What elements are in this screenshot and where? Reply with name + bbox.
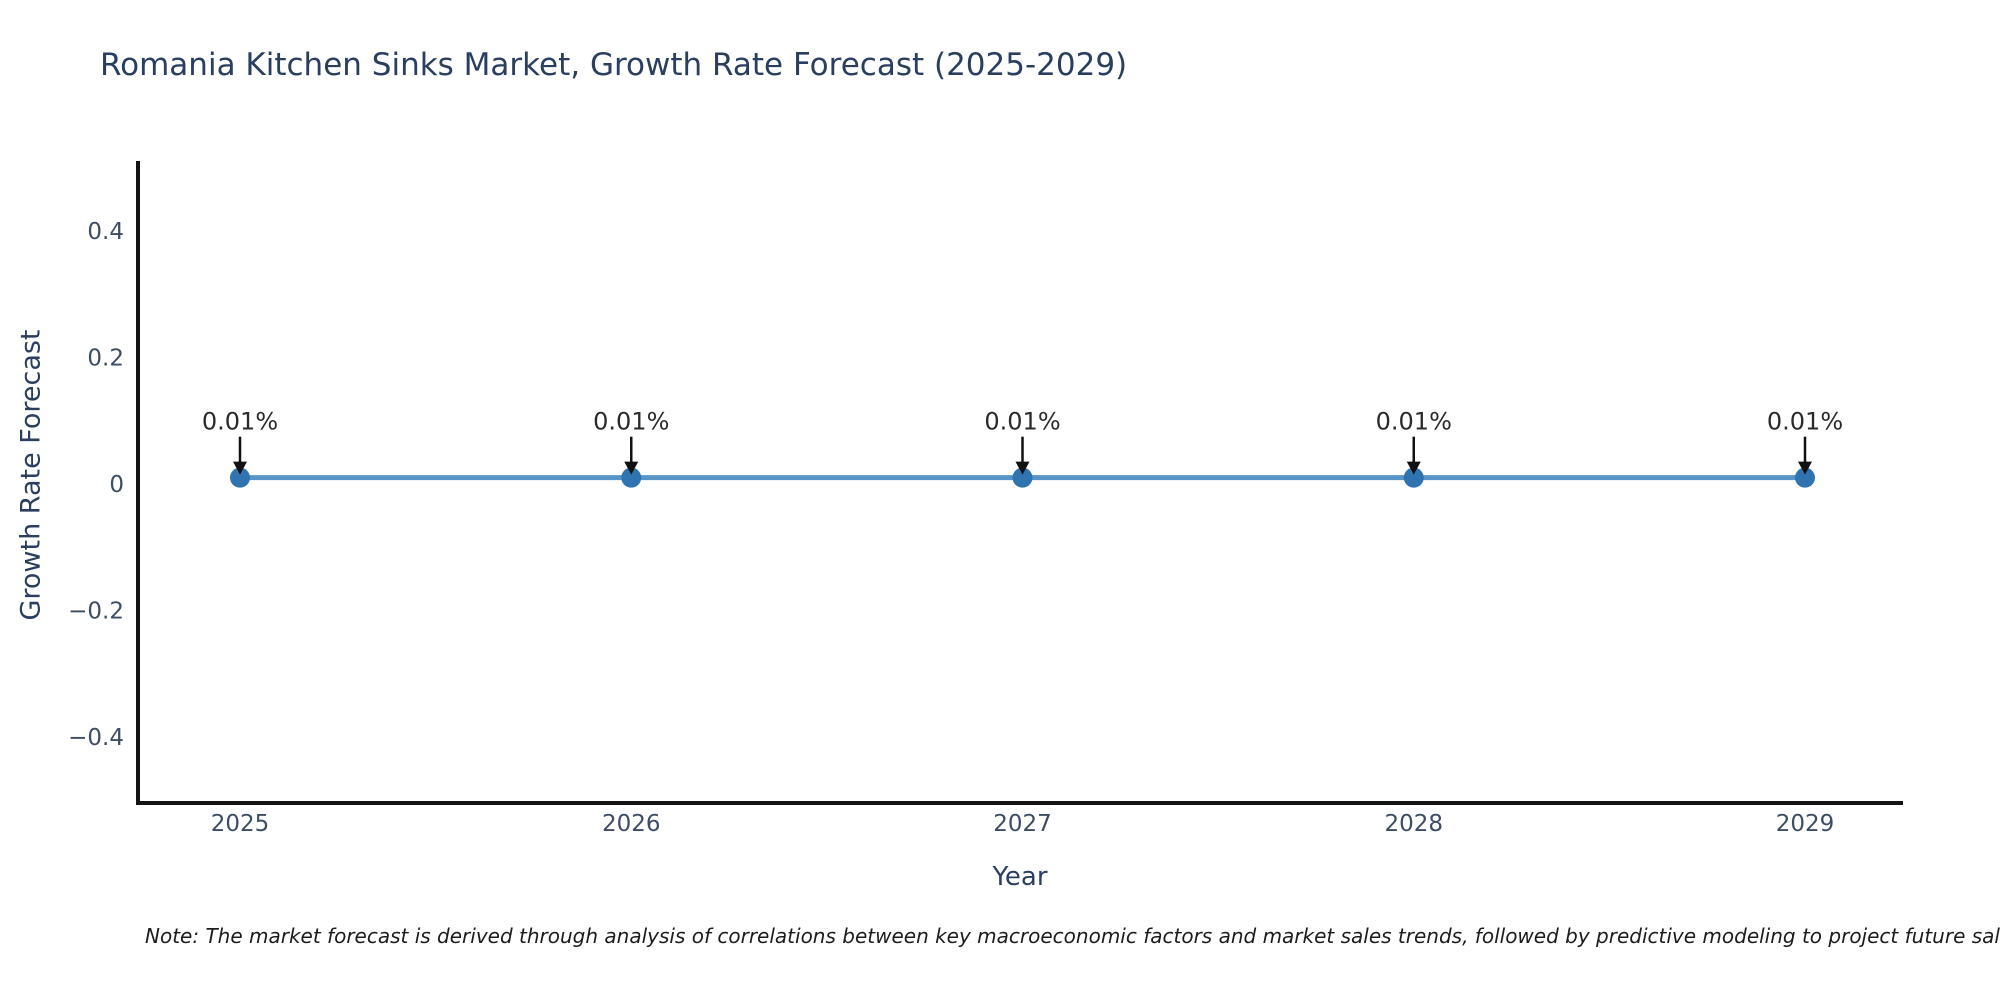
annotation-label: 0.01% xyxy=(1767,408,1843,436)
annotation-label: 0.01% xyxy=(1376,408,1452,436)
annotation-label: 0.01% xyxy=(593,408,669,436)
data-point xyxy=(1403,467,1424,488)
annotation-arrowhead xyxy=(624,461,639,475)
annotation-label: 0.01% xyxy=(984,408,1060,436)
annotation-arrowhead xyxy=(1015,461,1030,475)
x-tick-label: 2025 xyxy=(211,811,270,837)
data-point xyxy=(1012,467,1033,488)
x-axis-line xyxy=(136,801,1903,805)
data-point xyxy=(1795,467,1815,488)
data-point xyxy=(621,467,642,488)
x-tick-label: 2026 xyxy=(602,811,661,837)
chart-title: Romania Kitchen Sinks Market, Growth Rat… xyxy=(100,47,1128,83)
x-tick-label: 2027 xyxy=(993,811,1052,837)
annotation-label: 0.01% xyxy=(202,408,278,436)
y-tick-label: 0 xyxy=(109,472,124,498)
annotation-arrowhead xyxy=(1406,461,1421,475)
y-tick-label: −0.2 xyxy=(68,599,124,625)
x-tick-label: 2028 xyxy=(1384,811,1443,837)
annotation-arrowhead xyxy=(1798,461,1812,475)
data-point xyxy=(230,467,250,488)
footnote: Note: The market forecast is derived thr… xyxy=(145,924,2000,948)
annotation-arrowhead xyxy=(233,461,247,475)
y-tick-label: 0.4 xyxy=(87,219,124,245)
y-tick-label: 0.2 xyxy=(87,346,124,372)
x-tick-label: 2029 xyxy=(1776,811,1835,837)
y-axis-line xyxy=(136,161,140,805)
y-tick-label: −0.4 xyxy=(68,725,124,751)
y-axis-title: Growth Rate Forecast xyxy=(15,329,47,621)
x-axis-title: Year xyxy=(992,862,1048,892)
